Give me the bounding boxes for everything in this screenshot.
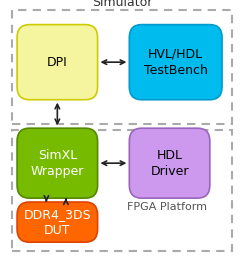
Text: DDR4_3DS
DUT: DDR4_3DS DUT: [23, 208, 91, 236]
Text: HDL
Driver: HDL Driver: [150, 149, 189, 178]
Text: Emulator
Or
FPGA Platform: Emulator Or FPGA Platform: [127, 174, 207, 212]
Text: Simulator: Simulator: [92, 0, 152, 9]
Text: SimXL
Wrapper: SimXL Wrapper: [31, 149, 84, 178]
Text: DPI: DPI: [47, 56, 68, 69]
FancyBboxPatch shape: [17, 25, 98, 100]
FancyBboxPatch shape: [17, 128, 98, 198]
Bar: [12, 130, 232, 251]
FancyBboxPatch shape: [17, 202, 98, 242]
Bar: [12, 10, 232, 124]
FancyBboxPatch shape: [129, 128, 210, 198]
FancyBboxPatch shape: [129, 25, 222, 100]
Text: HVL/HDL
TestBench: HVL/HDL TestBench: [144, 48, 208, 77]
